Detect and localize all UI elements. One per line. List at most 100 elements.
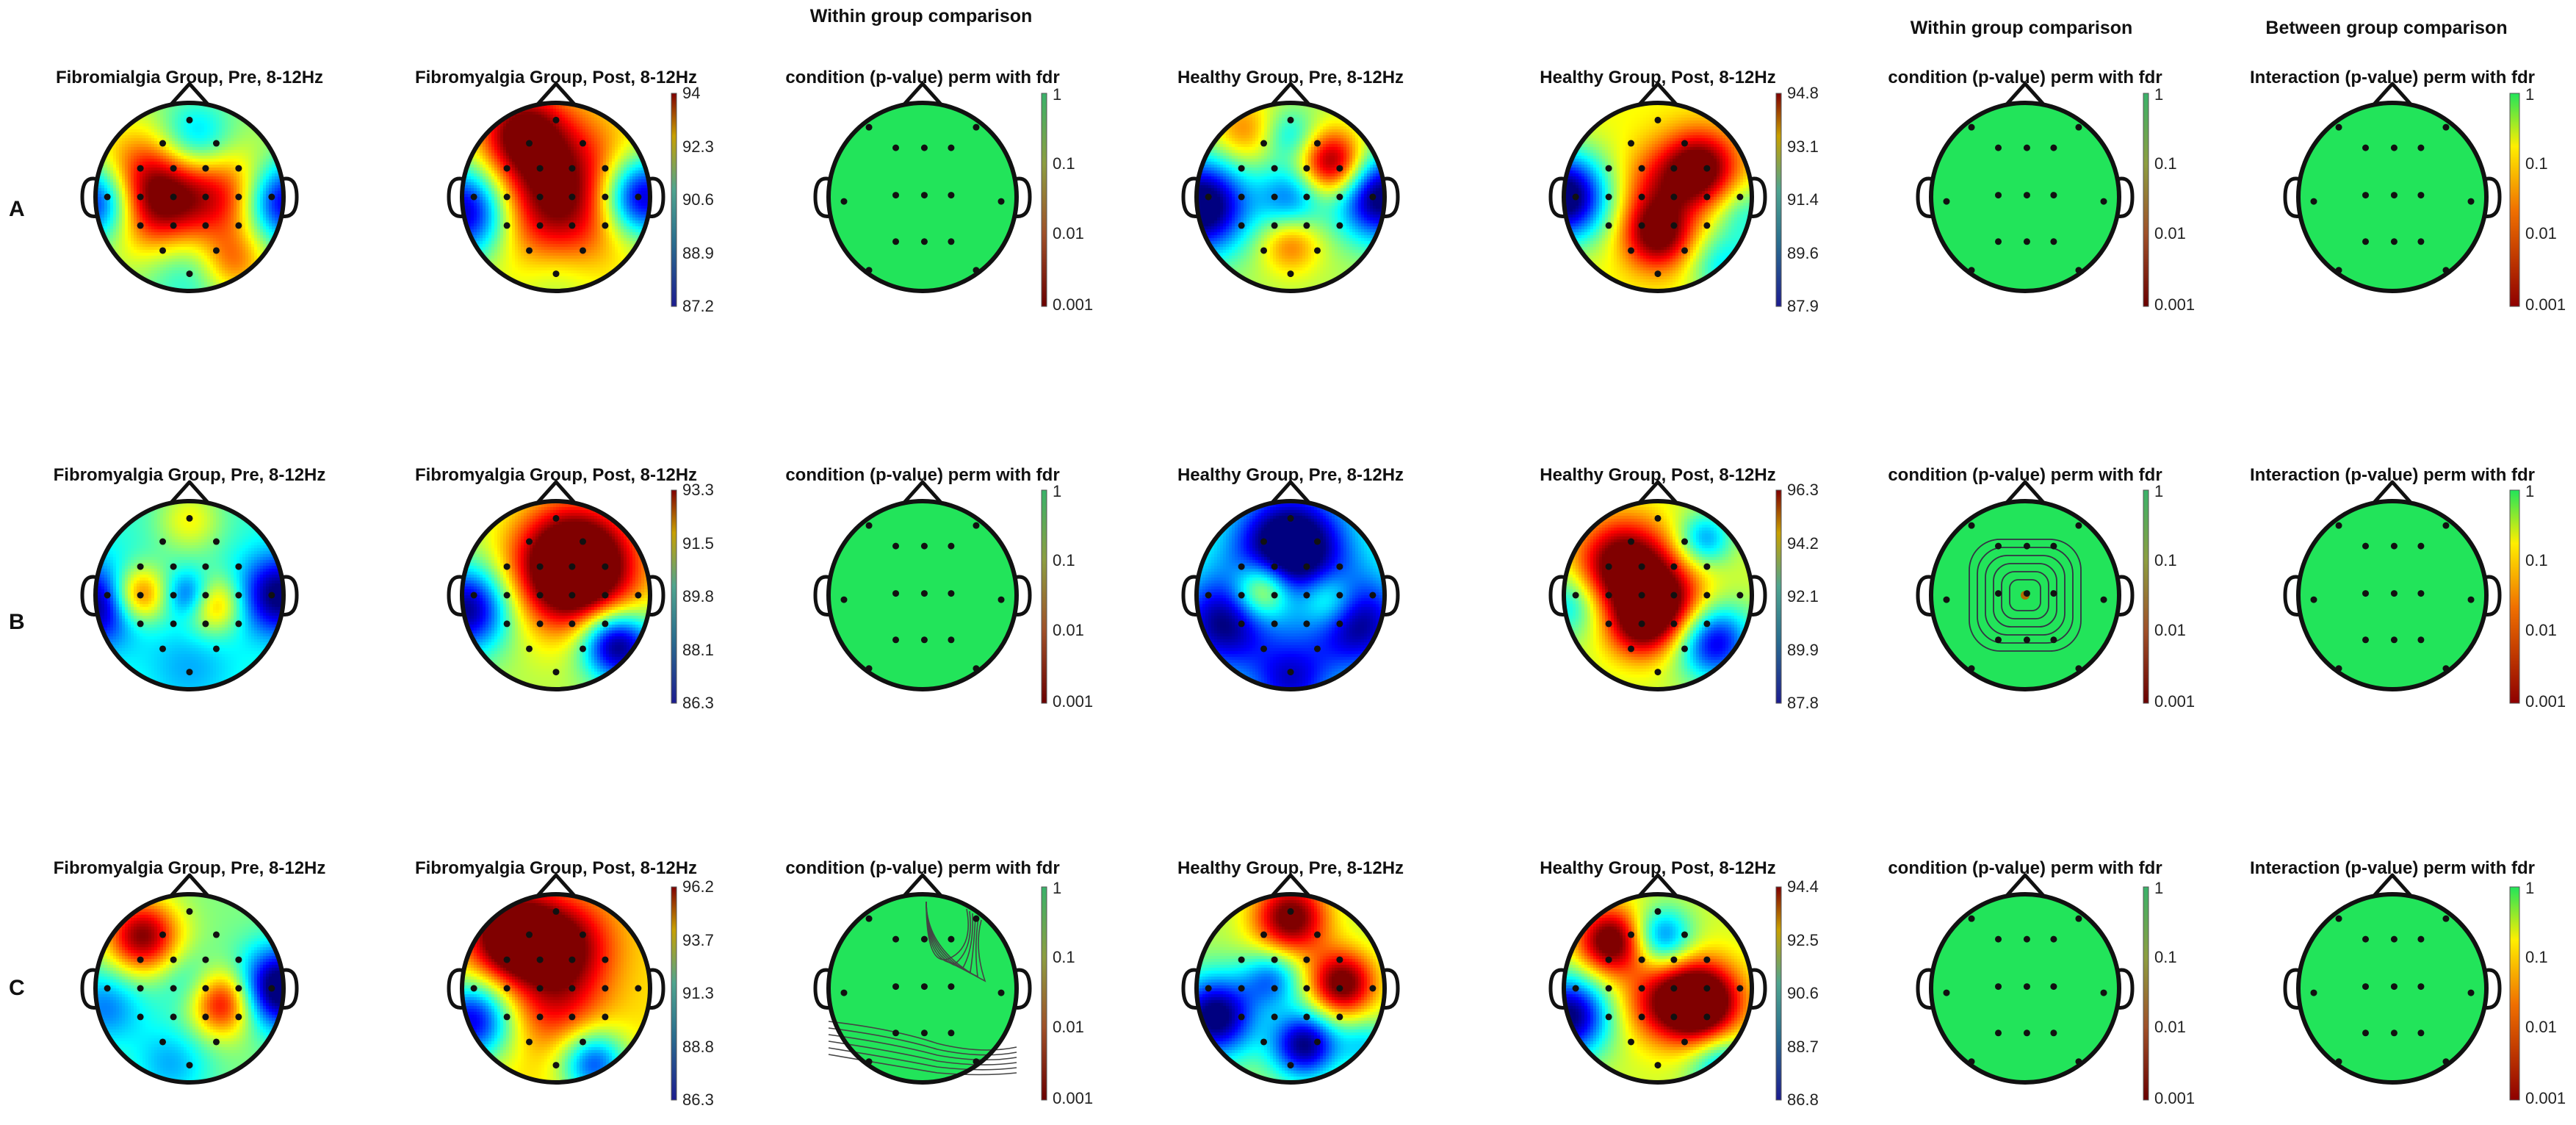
colorbar-tick-label: 87.9 — [1787, 297, 1819, 316]
electrode-marker — [840, 596, 848, 603]
topoplot-group — [1916, 82, 2135, 293]
electrode-marker — [2362, 192, 2370, 199]
right-ear-outline — [1749, 176, 1767, 218]
electrode-marker — [1260, 931, 1268, 938]
colorbar-tick-label: 92.1 — [1787, 587, 1819, 606]
topoplot-pvalue-map — [813, 480, 1032, 691]
colorbar-tick-label: 92.3 — [682, 137, 714, 157]
colorbar-tick-label: 1 — [1053, 482, 1061, 501]
electrode-marker — [552, 116, 560, 123]
electrode-marker — [2023, 144, 2030, 151]
power-heatmap — [97, 896, 282, 1081]
electrode-marker — [470, 592, 477, 599]
electrode-marker — [1260, 538, 1268, 545]
topoplot-group — [80, 873, 299, 1085]
electrode-marker — [170, 563, 177, 570]
electrode-marker — [1605, 563, 1612, 570]
right-ear-outline — [1749, 968, 1767, 1010]
electrode-marker — [948, 1029, 955, 1037]
electrode-marker — [1670, 563, 1678, 570]
electrode-marker — [602, 165, 609, 172]
nose-outline — [2005, 82, 2046, 107]
topoplot-group — [80, 82, 299, 293]
electrode-marker — [920, 983, 928, 991]
electrode-marker — [1303, 1013, 1310, 1021]
left-ear-outline — [2283, 968, 2301, 1010]
nose-outline — [902, 480, 943, 505]
colorbar-tick-label: 87.2 — [682, 297, 714, 316]
electrode-marker — [1736, 985, 1744, 992]
topoplot-group — [447, 873, 665, 1085]
head-outline — [1929, 101, 2121, 293]
left-ear-outline — [80, 575, 98, 617]
electrode-marker — [170, 592, 177, 599]
electrode-marker — [1260, 645, 1268, 653]
power-heatmap — [463, 896, 649, 1081]
topoplot-power-map — [80, 82, 299, 293]
electrode-marker — [948, 542, 955, 550]
electrode-marker — [212, 1038, 220, 1046]
right-ear-outline — [1749, 575, 1767, 617]
colorbar — [1041, 93, 1047, 307]
right-ear-outline — [1382, 176, 1400, 218]
electrode-marker — [104, 985, 111, 992]
electrode-marker — [948, 144, 955, 151]
nose-outline — [2005, 480, 2046, 505]
colorbar-tick-label: 0.1 — [1053, 948, 1075, 967]
electrode-marker — [1638, 165, 1645, 172]
electrode-marker — [1638, 563, 1645, 570]
header-within-group-1: Within group comparison — [810, 6, 1033, 27]
electrode-marker — [1670, 956, 1678, 963]
electrode-marker — [235, 1013, 242, 1021]
topoplot-pvalue-map — [1916, 82, 2135, 293]
electrode-marker — [1336, 563, 1343, 570]
electrode-marker — [1943, 198, 1950, 205]
electrode-marker — [1369, 985, 1377, 992]
electrode-marker — [2023, 542, 2030, 550]
electrode-marker — [948, 636, 955, 644]
colorbar-tick-label: 0.1 — [1053, 551, 1075, 570]
right-ear-outline — [2483, 575, 2502, 617]
head-outline — [460, 499, 652, 691]
electrode-marker — [2442, 522, 2450, 529]
right-ear-outline — [281, 968, 299, 1010]
electrode-marker — [552, 907, 560, 915]
electrode-marker — [602, 193, 609, 201]
electrode-marker — [892, 590, 900, 597]
electrode-marker — [1628, 247, 1635, 254]
electrode-marker — [137, 620, 144, 628]
electrode-marker — [552, 270, 560, 278]
left-ear-outline — [1548, 176, 1567, 218]
topoplot-power-map — [80, 480, 299, 691]
nose-outline — [1270, 873, 1311, 898]
electrode-marker — [2023, 636, 2030, 644]
right-ear-outline — [1014, 575, 1032, 617]
electrode-marker — [569, 956, 576, 963]
electrode-marker — [1703, 193, 1711, 201]
topoplot-power-map — [1548, 82, 1767, 293]
right-ear-outline — [281, 575, 299, 617]
right-ear-outline — [647, 575, 665, 617]
colorbar — [2143, 489, 2149, 704]
electrode-marker — [1336, 165, 1343, 172]
nose-outline — [169, 480, 210, 505]
electrode-marker — [1995, 935, 2002, 943]
electrode-marker — [170, 620, 177, 628]
electrode-marker — [1995, 192, 2002, 199]
electrode-marker — [1260, 247, 1268, 254]
electrode-marker — [1336, 592, 1343, 599]
electrode-marker — [536, 985, 544, 992]
electrode-marker — [137, 193, 144, 201]
nose-outline — [2005, 873, 2046, 898]
colorbar — [1775, 886, 1782, 1101]
electrode-marker — [569, 985, 576, 992]
colorbar — [2509, 886, 2520, 1101]
electrode-marker — [2417, 542, 2425, 550]
electrode-marker — [569, 222, 576, 229]
electrode-marker — [1968, 665, 1975, 672]
head-outline — [460, 892, 652, 1085]
electrode-marker — [602, 563, 609, 570]
electrode-marker — [2417, 192, 2425, 199]
electrode-marker — [865, 665, 873, 672]
